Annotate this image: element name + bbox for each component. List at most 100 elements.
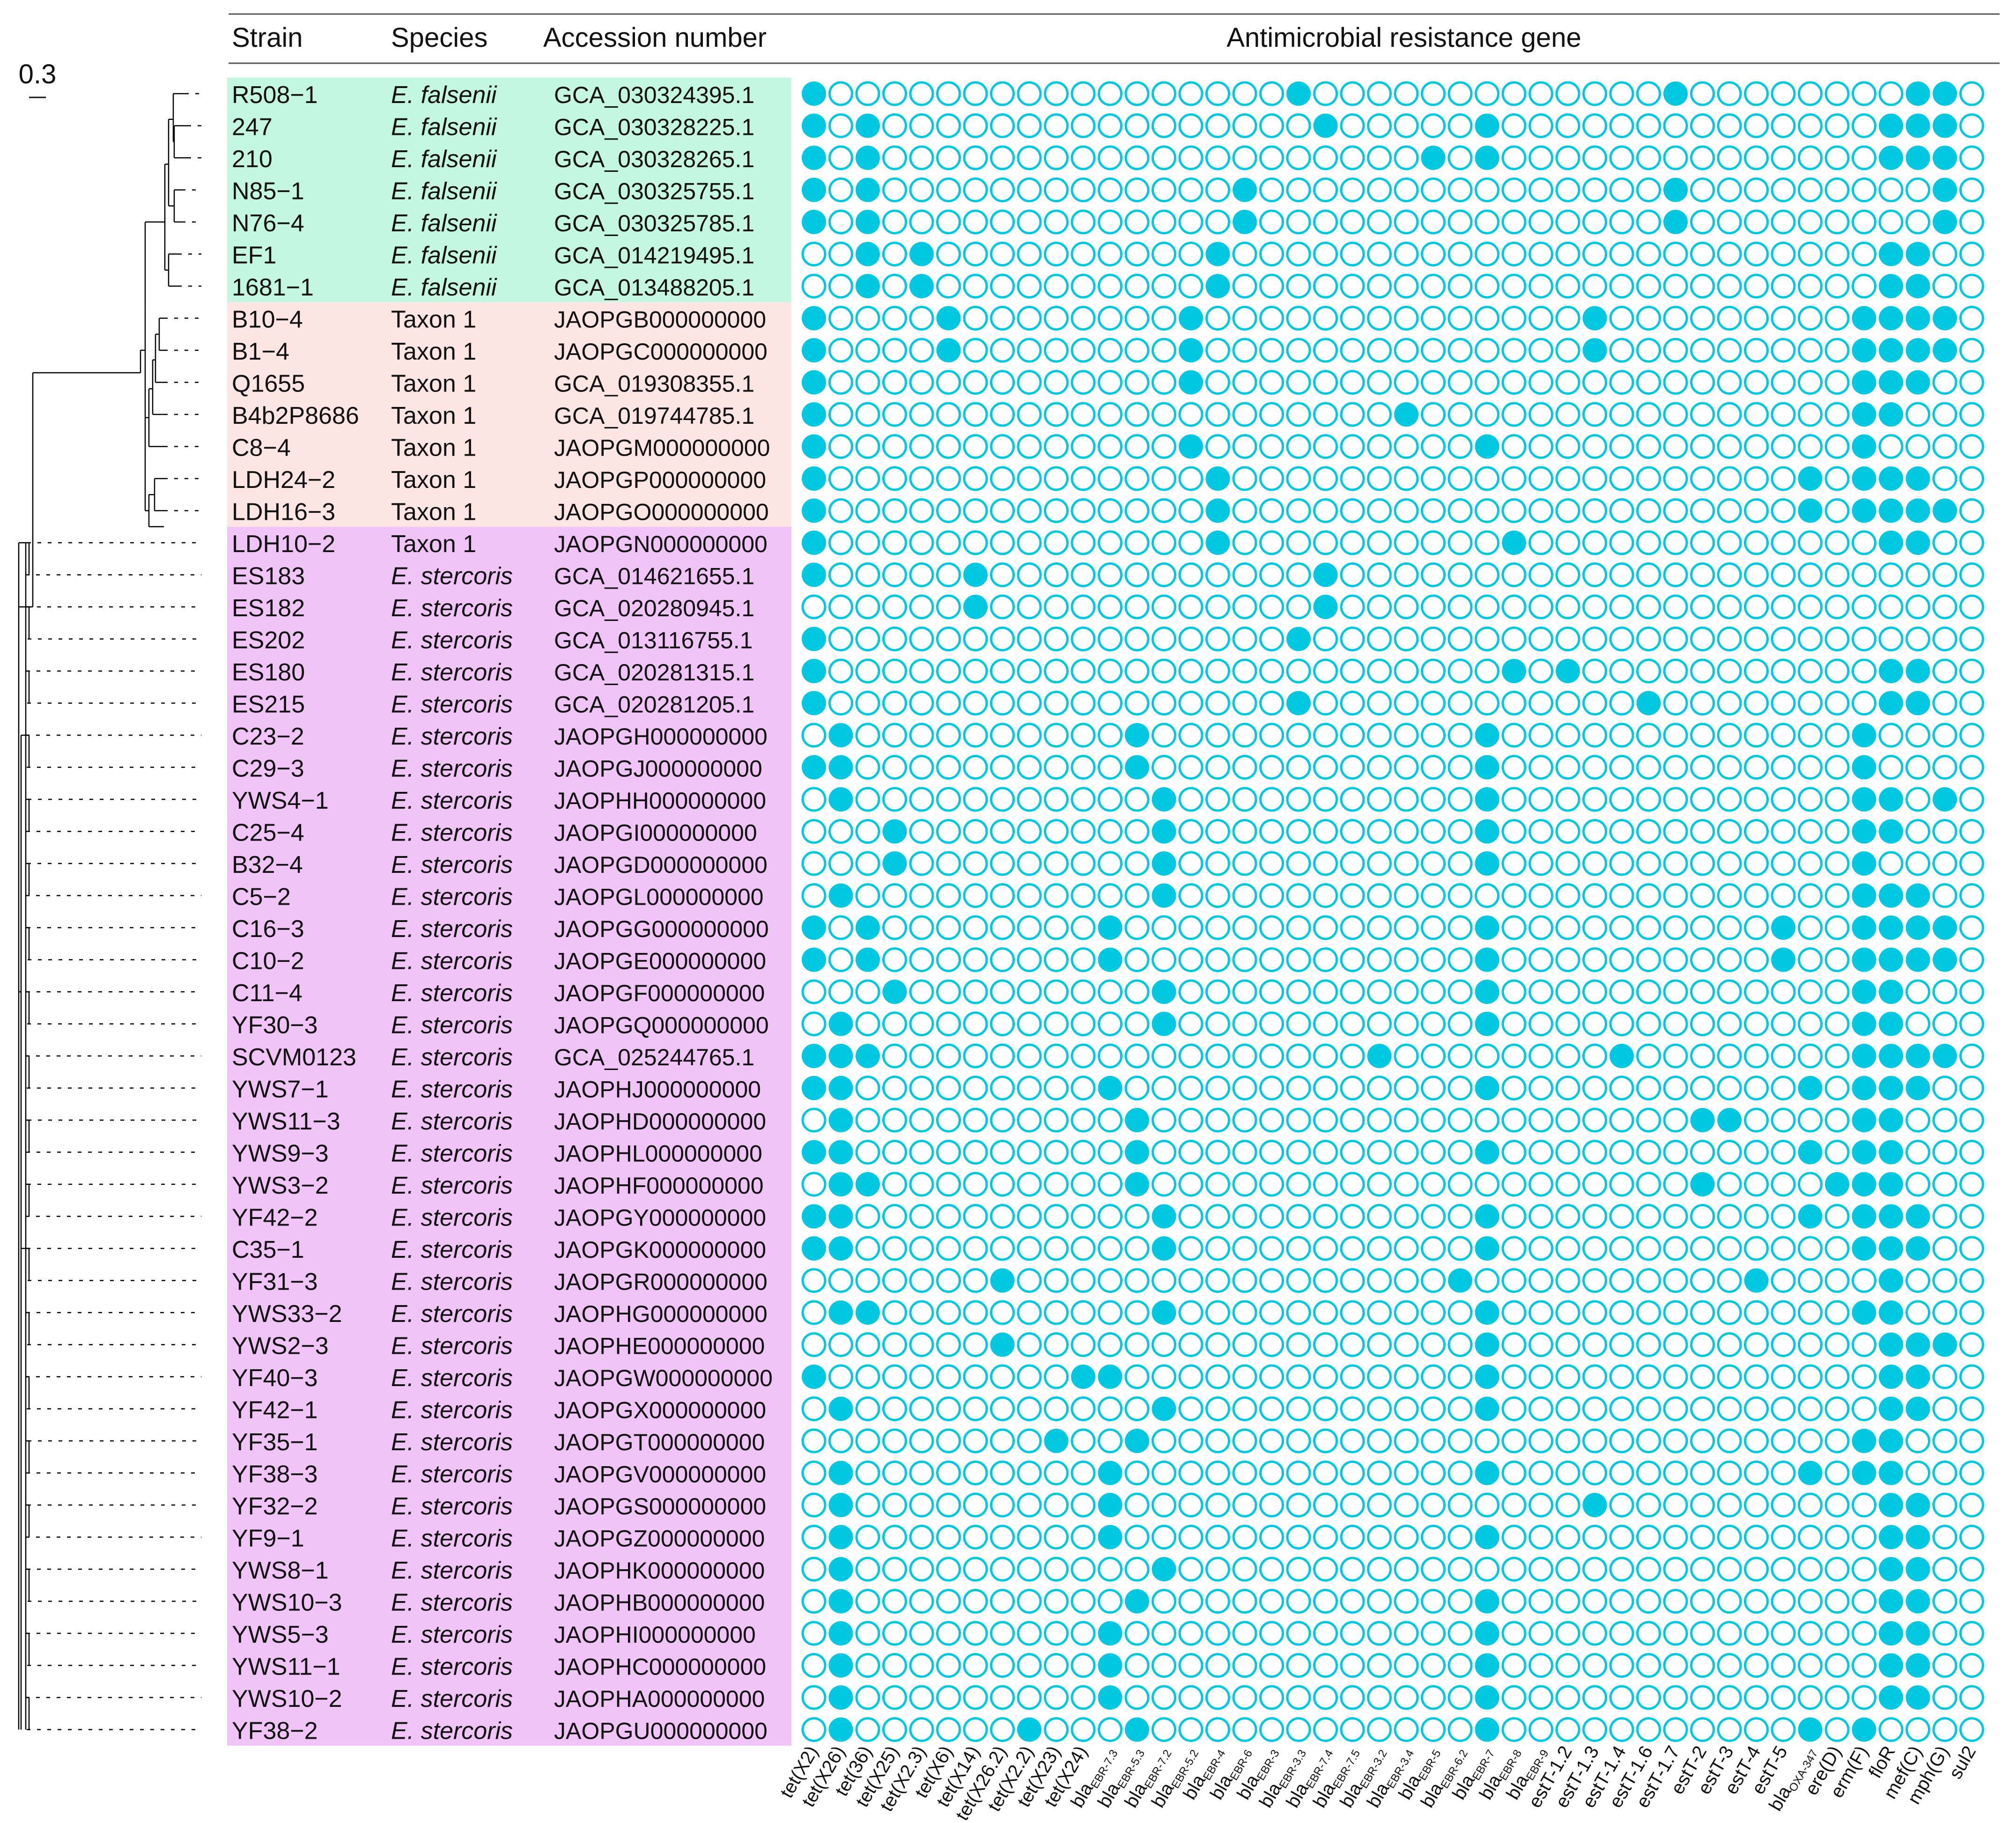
gene-absent-dot (1367, 338, 1392, 363)
band-falsenii (227, 77, 791, 303)
gene-absent-dot (1447, 466, 1473, 491)
gene-present-dot (1098, 1525, 1122, 1550)
gene-absent-dot (1798, 338, 1823, 363)
gene-absent-dot (1232, 466, 1257, 491)
gene-absent-dot (1071, 1268, 1096, 1293)
gene-absent-dot (1609, 306, 1634, 331)
gene-present-dot (1286, 627, 1311, 651)
gene-absent-dot (1878, 627, 1904, 651)
gene-absent-dot (855, 979, 880, 1004)
gene-absent-dot (963, 1107, 988, 1133)
gene-absent-dot (963, 1621, 988, 1646)
gene-absent-dot (1905, 1300, 1930, 1325)
gene-absent-dot (1959, 1461, 1984, 1485)
gene-absent-dot (1824, 1076, 1850, 1100)
band-taxon1 (227, 302, 791, 527)
strain-label: LDH16−3 (232, 499, 335, 526)
gene-absent-dot (1582, 113, 1607, 138)
gene-absent-dot (1447, 723, 1473, 748)
gene-absent-dot (1744, 1589, 1769, 1614)
gene-absent-dot (1932, 466, 1957, 491)
gene-absent-dot (1259, 1589, 1284, 1614)
gene-absent-dot (1475, 627, 1499, 651)
gene-absent-dot (1152, 1364, 1176, 1389)
gene-absent-dot (1771, 1492, 1796, 1518)
gene-present-dot (802, 81, 826, 106)
gene-absent-dot (1447, 530, 1473, 555)
gene-absent-dot (1663, 1043, 1688, 1069)
gene-absent-dot (1501, 787, 1527, 812)
gene-absent-dot (1824, 562, 1850, 587)
gene-present-dot (1879, 1044, 1903, 1068)
gene-absent-dot (1878, 755, 1904, 780)
gene-absent-dot (1178, 530, 1204, 555)
gene-absent-dot (1313, 1428, 1338, 1454)
gene-absent-dot (1555, 1364, 1580, 1389)
gene-absent-dot (1421, 562, 1446, 587)
gene-absent-dot (1017, 1428, 1042, 1454)
species-label: E. stercoris (391, 1429, 513, 1456)
accession-label: JAOPGH000000000 (554, 723, 768, 750)
gene-absent-dot (1017, 1525, 1042, 1550)
gene-present-dot (1852, 498, 1876, 523)
gene-absent-dot (1744, 1011, 1769, 1036)
gene-absent-dot (1555, 1428, 1580, 1454)
gene-absent-dot (1555, 1461, 1580, 1485)
gene-absent-dot (1394, 883, 1419, 908)
gene-absent-dot (1313, 1396, 1338, 1421)
species-label: E. stercoris (391, 1653, 513, 1681)
gene-absent-dot (1932, 434, 1957, 459)
gene-absent-dot (1421, 1204, 1446, 1229)
strain-label: C29−3 (232, 755, 304, 782)
gene-absent-dot (1178, 851, 1204, 876)
gene-absent-dot (1959, 402, 1984, 427)
gene-absent-dot (1421, 1428, 1446, 1454)
gene-absent-dot (1798, 1332, 1823, 1357)
gene-absent-dot (1852, 1557, 1876, 1582)
strain-label: C16−3 (232, 915, 304, 943)
gene-absent-dot (963, 1492, 988, 1518)
gene-present-dot (802, 691, 826, 716)
gene-present-dot (1475, 1365, 1499, 1389)
gene-absent-dot (1071, 1043, 1096, 1069)
gene-absent-dot (882, 273, 907, 299)
gene-absent-dot (1555, 530, 1580, 555)
gene-present-dot (1879, 1076, 1903, 1100)
gene-present-dot (1879, 274, 1903, 298)
gene-absent-dot (1259, 466, 1284, 491)
gene-absent-dot (1286, 1621, 1311, 1646)
gene-absent-dot (1178, 1717, 1204, 1742)
gene-absent-dot (1959, 1043, 1984, 1069)
gene-absent-dot (1447, 947, 1473, 972)
species-label: E. stercoris (391, 1140, 513, 1167)
gene-absent-dot (1771, 723, 1796, 748)
gene-present-dot (990, 1268, 1015, 1293)
gene-absent-dot (1286, 1332, 1311, 1357)
gene-absent-dot (1717, 1011, 1742, 1036)
gene-absent-dot (1582, 498, 1607, 523)
species-label: Taxon 1 (391, 499, 476, 526)
gene-absent-dot (1394, 1492, 1419, 1518)
gene-absent-dot (828, 498, 853, 523)
gene-absent-dot (1501, 1236, 1527, 1261)
gene-present-dot (1448, 1268, 1472, 1293)
gene-absent-dot (909, 819, 934, 844)
gene-present-dot (1475, 1011, 1499, 1036)
gene-absent-dot (1421, 947, 1446, 972)
gene-absent-dot (1609, 273, 1634, 299)
gene-absent-dot (1421, 691, 1446, 716)
gene-absent-dot (1717, 1396, 1742, 1421)
gene-absent-dot (990, 691, 1015, 716)
gene-absent-dot (1744, 562, 1769, 587)
gene-absent-dot (1771, 177, 1796, 202)
gene-absent-dot (1017, 177, 1042, 202)
gene-absent-dot (1959, 1076, 1984, 1100)
gene-absent-dot (1501, 498, 1527, 523)
gene-absent-dot (1690, 851, 1715, 876)
gene-absent-dot (1205, 1396, 1230, 1421)
gene-absent-dot (1663, 1107, 1688, 1133)
gene-absent-dot (1636, 1268, 1661, 1293)
strain-label: YWS9−3 (232, 1140, 329, 1167)
gene-absent-dot (1609, 466, 1634, 491)
gene-absent-dot (1367, 113, 1392, 138)
